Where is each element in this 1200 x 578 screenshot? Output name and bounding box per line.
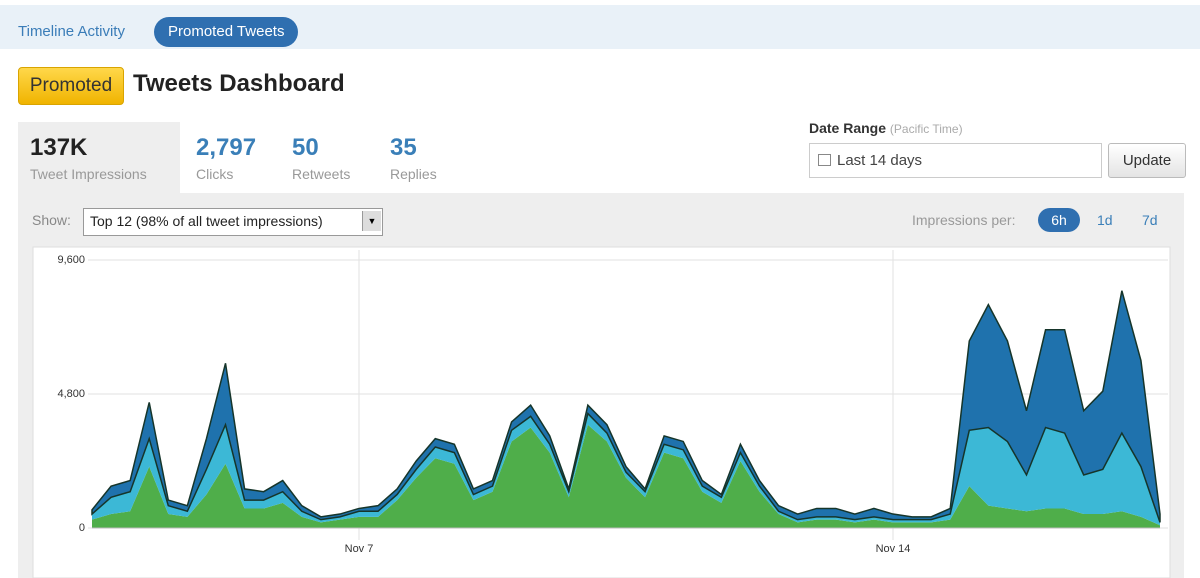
date-range-title: Date Range — [809, 120, 887, 136]
stat-label: Clicks — [196, 166, 234, 182]
y-tick-label: 9,600 — [57, 254, 85, 266]
stat-label: Replies — [390, 166, 437, 182]
show-label: Show: — [32, 212, 71, 228]
stat[interactable]: 137K Tweet Impressions — [18, 122, 180, 193]
per-option-active[interactable]: 6h — [1038, 208, 1080, 232]
x-tick-label: Nov 7 — [345, 543, 374, 555]
date-range-label: Date Range (Pacific Time) — [809, 120, 963, 136]
area — [91, 290, 1161, 523]
nav-bar: Timeline Activity Promoted Tweets — [0, 5, 1200, 49]
area — [92, 424, 1160, 528]
update-button[interactable]: Update — [1108, 143, 1186, 178]
stat-value: 137K — [30, 134, 88, 161]
per-label: Impressions per: — [912, 212, 1016, 228]
stat[interactable]: 35 Replies — [378, 122, 540, 193]
stat[interactable]: 50 Retweets — [280, 122, 442, 193]
y-tick-label: 4,800 — [57, 388, 85, 400]
stat-label: Tweet Impressions — [30, 166, 147, 182]
x-tick-label: Nov 14 — [876, 543, 911, 555]
stat-value: 50 — [292, 134, 319, 161]
date-range-note: (Pacific Time) — [889, 122, 963, 136]
stat[interactable]: 2,797 Clicks — [184, 122, 346, 193]
page-title: Tweets Dashboard — [133, 70, 345, 97]
nav-tab[interactable]: Timeline Activity — [18, 23, 125, 40]
date-input-text: Last 14 days — [837, 152, 923, 169]
per-option[interactable]: 7d — [1142, 212, 1158, 228]
show-select[interactable]: Top 12 (98% of all tweet impressions) ▼ — [83, 208, 383, 236]
date-input[interactable]: Last 14 days — [809, 143, 1102, 178]
y-tick-label: 0 — [79, 522, 85, 534]
promoted-badge: Promoted — [18, 67, 124, 105]
show-select-text: Top 12 (98% of all tweet impressions) — [90, 213, 323, 229]
calendar-icon — [818, 154, 831, 166]
stat-value: 35 — [390, 134, 417, 161]
select-arrow: ▼ — [362, 211, 381, 231]
stat-label: Retweets — [292, 166, 351, 182]
per-option[interactable]: 1d — [1097, 212, 1113, 228]
stat-value: 2,797 — [196, 134, 257, 161]
nav-tab-active[interactable]: Promoted Tweets — [154, 17, 299, 47]
